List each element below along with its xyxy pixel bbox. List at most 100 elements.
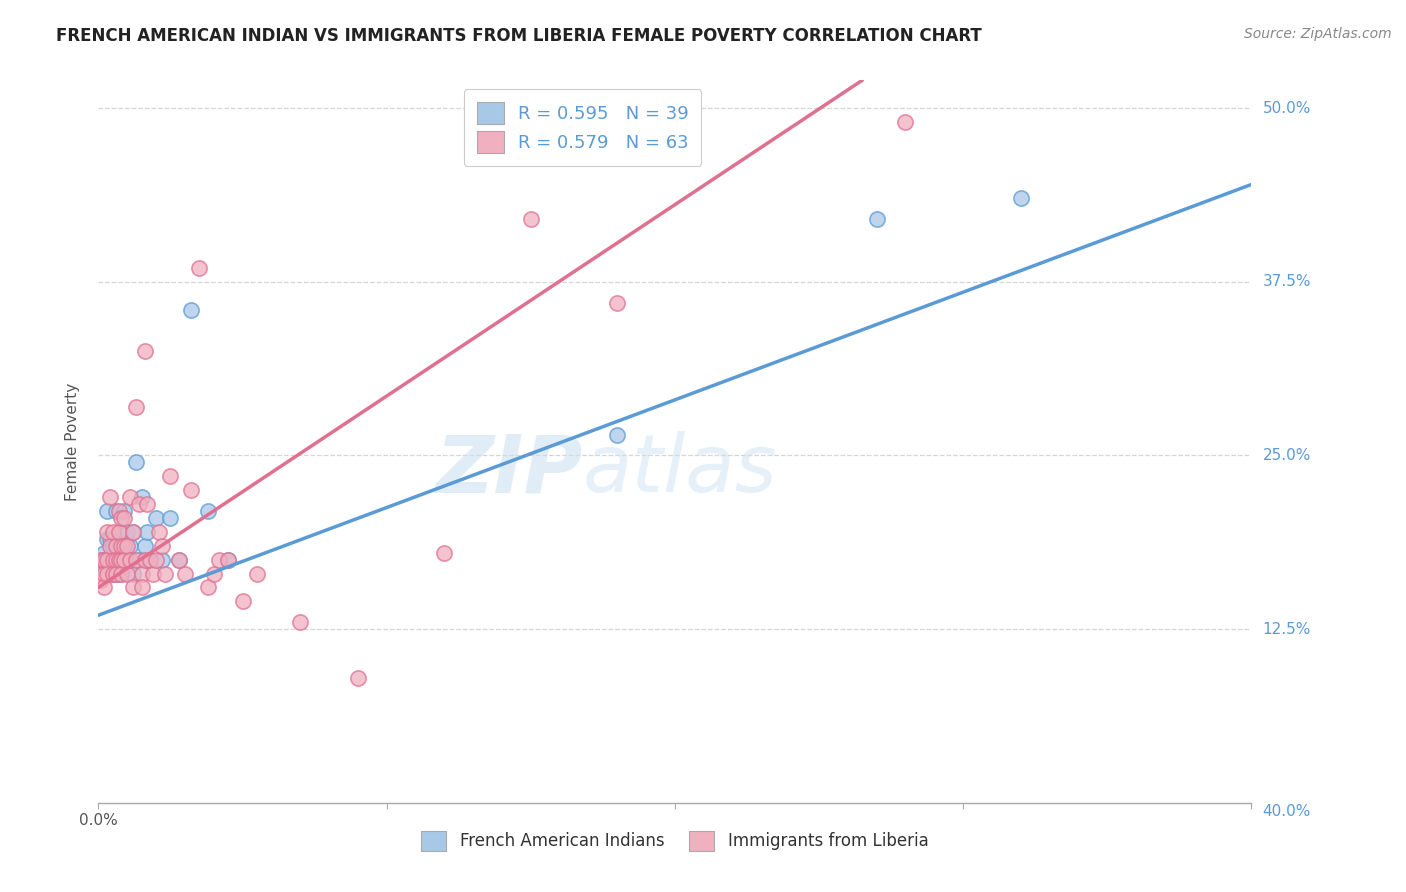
Text: 12.5%: 12.5% (1263, 622, 1310, 637)
Point (110, 552, 132, 566)
Point (110, 511, 132, 525)
Point (104, 566, 127, 581)
Point (197, 504, 219, 518)
Point (107, 539, 129, 553)
Text: ZIP: ZIP (436, 432, 582, 509)
Point (98, 539, 121, 553)
Point (150, 539, 173, 553)
Point (107, 524, 129, 539)
Point (98, 490, 121, 504)
Point (112, 539, 135, 553)
Point (110, 524, 132, 539)
Point (125, 400, 148, 414)
Point (110, 566, 132, 581)
Point (117, 539, 139, 553)
Point (122, 566, 145, 581)
Point (145, 511, 167, 525)
Legend: French American Indians, Immigrants from Liberia: French American Indians, Immigrants from… (413, 822, 936, 860)
Text: 25.0%: 25.0% (1263, 448, 1310, 463)
Point (131, 490, 153, 504)
Point (90, 552, 112, 566)
Point (131, 566, 153, 581)
Point (96, 504, 118, 518)
Point (125, 552, 148, 566)
Point (96, 552, 118, 566)
Point (101, 524, 124, 539)
Y-axis label: Female Poverty: Female Poverty (65, 383, 80, 500)
Point (134, 344, 156, 359)
Point (125, 455, 148, 469)
Point (107, 552, 129, 566)
Text: Source: ZipAtlas.com: Source: ZipAtlas.com (1244, 27, 1392, 41)
Point (606, 427, 628, 442)
Point (139, 552, 162, 566)
Point (134, 539, 156, 553)
Point (120, 552, 142, 566)
Point (98, 552, 121, 566)
Point (93, 581, 115, 595)
Point (197, 581, 219, 595)
Point (159, 469, 181, 483)
Point (96, 532, 118, 546)
Point (150, 552, 173, 566)
Point (90, 574, 112, 588)
Point (93, 559, 115, 574)
Point (153, 566, 176, 581)
Point (246, 566, 269, 581)
Text: atlas: atlas (582, 432, 778, 509)
Point (128, 497, 150, 511)
Point (104, 504, 127, 518)
Point (117, 552, 139, 566)
Point (98, 532, 121, 546)
Point (180, 302, 202, 317)
Point (101, 566, 124, 581)
Point (346, 671, 368, 685)
Point (136, 497, 159, 511)
Point (122, 524, 145, 539)
Point (128, 552, 150, 566)
Point (122, 524, 145, 539)
Point (159, 511, 181, 525)
Point (104, 552, 127, 566)
Point (107, 504, 129, 518)
Point (433, 546, 456, 560)
Point (112, 552, 135, 566)
Point (120, 490, 142, 504)
Text: 50.0%: 50.0% (1263, 101, 1310, 116)
Point (217, 552, 239, 566)
Point (145, 552, 167, 566)
Point (188, 260, 211, 275)
Point (148, 524, 170, 539)
Point (1010, 191, 1032, 205)
Point (174, 566, 197, 581)
Point (112, 552, 135, 566)
Point (117, 566, 139, 581)
Point (93, 552, 115, 566)
Point (110, 566, 132, 581)
Point (217, 552, 239, 566)
Point (142, 566, 165, 581)
Point (606, 295, 628, 310)
Point (101, 566, 124, 581)
Point (101, 552, 124, 566)
Point (290, 615, 312, 630)
Point (101, 552, 124, 566)
Point (96, 524, 118, 539)
Point (96, 566, 118, 581)
Point (202, 566, 225, 581)
Point (139, 552, 162, 566)
Point (104, 539, 127, 553)
Point (112, 504, 135, 518)
Point (134, 552, 156, 566)
Point (866, 212, 889, 227)
Point (107, 552, 129, 566)
Point (112, 511, 135, 525)
Point (231, 594, 254, 608)
Point (93, 566, 115, 581)
Point (90, 552, 112, 566)
Point (894, 115, 917, 129)
Point (93, 546, 115, 560)
Point (167, 552, 190, 566)
Point (122, 581, 145, 595)
Point (104, 566, 127, 581)
